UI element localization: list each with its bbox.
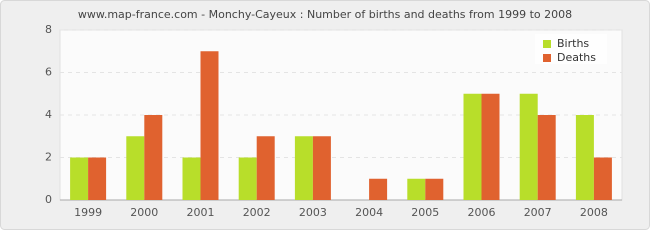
x-tick-label: 2008	[580, 206, 608, 219]
x-tick-label: 2001	[187, 206, 215, 219]
x-tick-label: 2003	[299, 206, 327, 219]
bar	[200, 51, 219, 200]
legend-label: Deaths	[557, 51, 596, 64]
x-tick-label: 2004	[355, 206, 383, 219]
bar	[537, 115, 556, 200]
bar	[369, 178, 388, 200]
y-tick-label: 8	[45, 23, 52, 36]
y-tick-label: 0	[45, 193, 52, 206]
x-tick-label: 2006	[468, 206, 496, 219]
bar	[519, 93, 538, 200]
bar	[294, 136, 313, 200]
legend-swatch	[543, 40, 551, 48]
bar	[481, 93, 500, 200]
x-tick-label: 1999	[74, 206, 102, 219]
bar	[312, 136, 331, 200]
bar	[88, 157, 107, 200]
bar	[256, 136, 275, 200]
bar	[70, 157, 89, 200]
chart-title: www.map-france.com - Monchy-Cayeux : Num…	[78, 8, 572, 21]
y-tick-label: 6	[45, 66, 52, 79]
bar	[463, 93, 482, 200]
bar	[144, 115, 163, 200]
y-tick-label: 4	[45, 108, 52, 121]
bar	[407, 178, 426, 200]
legend-label: Births	[557, 37, 589, 50]
legend-swatch	[543, 54, 551, 62]
x-tick-label: 2005	[411, 206, 439, 219]
bar	[126, 136, 145, 200]
bar	[593, 157, 612, 200]
x-tick-label: 2000	[130, 206, 158, 219]
bar	[182, 157, 201, 200]
chart: www.map-france.com - Monchy-Cayeux : Num…	[0, 0, 650, 230]
x-tick-label: 2007	[524, 206, 552, 219]
bar	[575, 115, 594, 200]
bar	[425, 178, 444, 200]
x-tick-label: 2002	[243, 206, 271, 219]
y-tick-label: 2	[45, 151, 52, 164]
bar	[238, 157, 257, 200]
